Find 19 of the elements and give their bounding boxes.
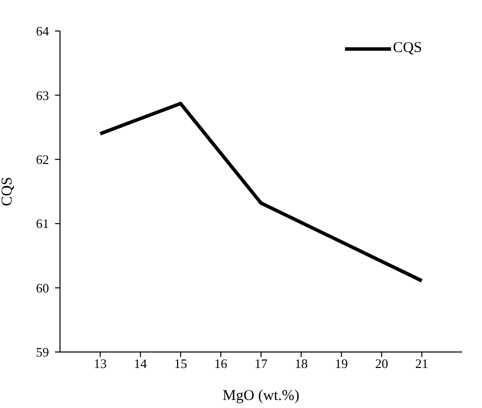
x-tick-label: 19 [334, 356, 348, 372]
y-tick-label: 60 [36, 280, 49, 296]
y-tick-label: 61 [36, 216, 49, 232]
x-tick-label: 18 [294, 356, 308, 372]
legend-label: CQS [392, 40, 422, 57]
y-tick-label: 62 [36, 152, 49, 168]
x-tick-label: 21 [415, 356, 428, 372]
y-axis-title: CQS [0, 176, 16, 206]
x-tick-label: 13 [94, 356, 107, 372]
y-tick-label: 63 [36, 88, 49, 103]
x-tick-label: 15 [174, 356, 188, 372]
x-tick-label: 20 [375, 356, 388, 372]
x-tick-label: 16 [214, 356, 228, 372]
x-tick-label: 14 [134, 356, 148, 372]
y-tick-label: 64 [36, 24, 50, 39]
x-tick-label: 17 [254, 356, 268, 372]
line-series [98, 102, 424, 282]
x-axis-title: MgO (wt.%) [222, 388, 300, 404]
y-tick-label: 59 [36, 344, 49, 360]
